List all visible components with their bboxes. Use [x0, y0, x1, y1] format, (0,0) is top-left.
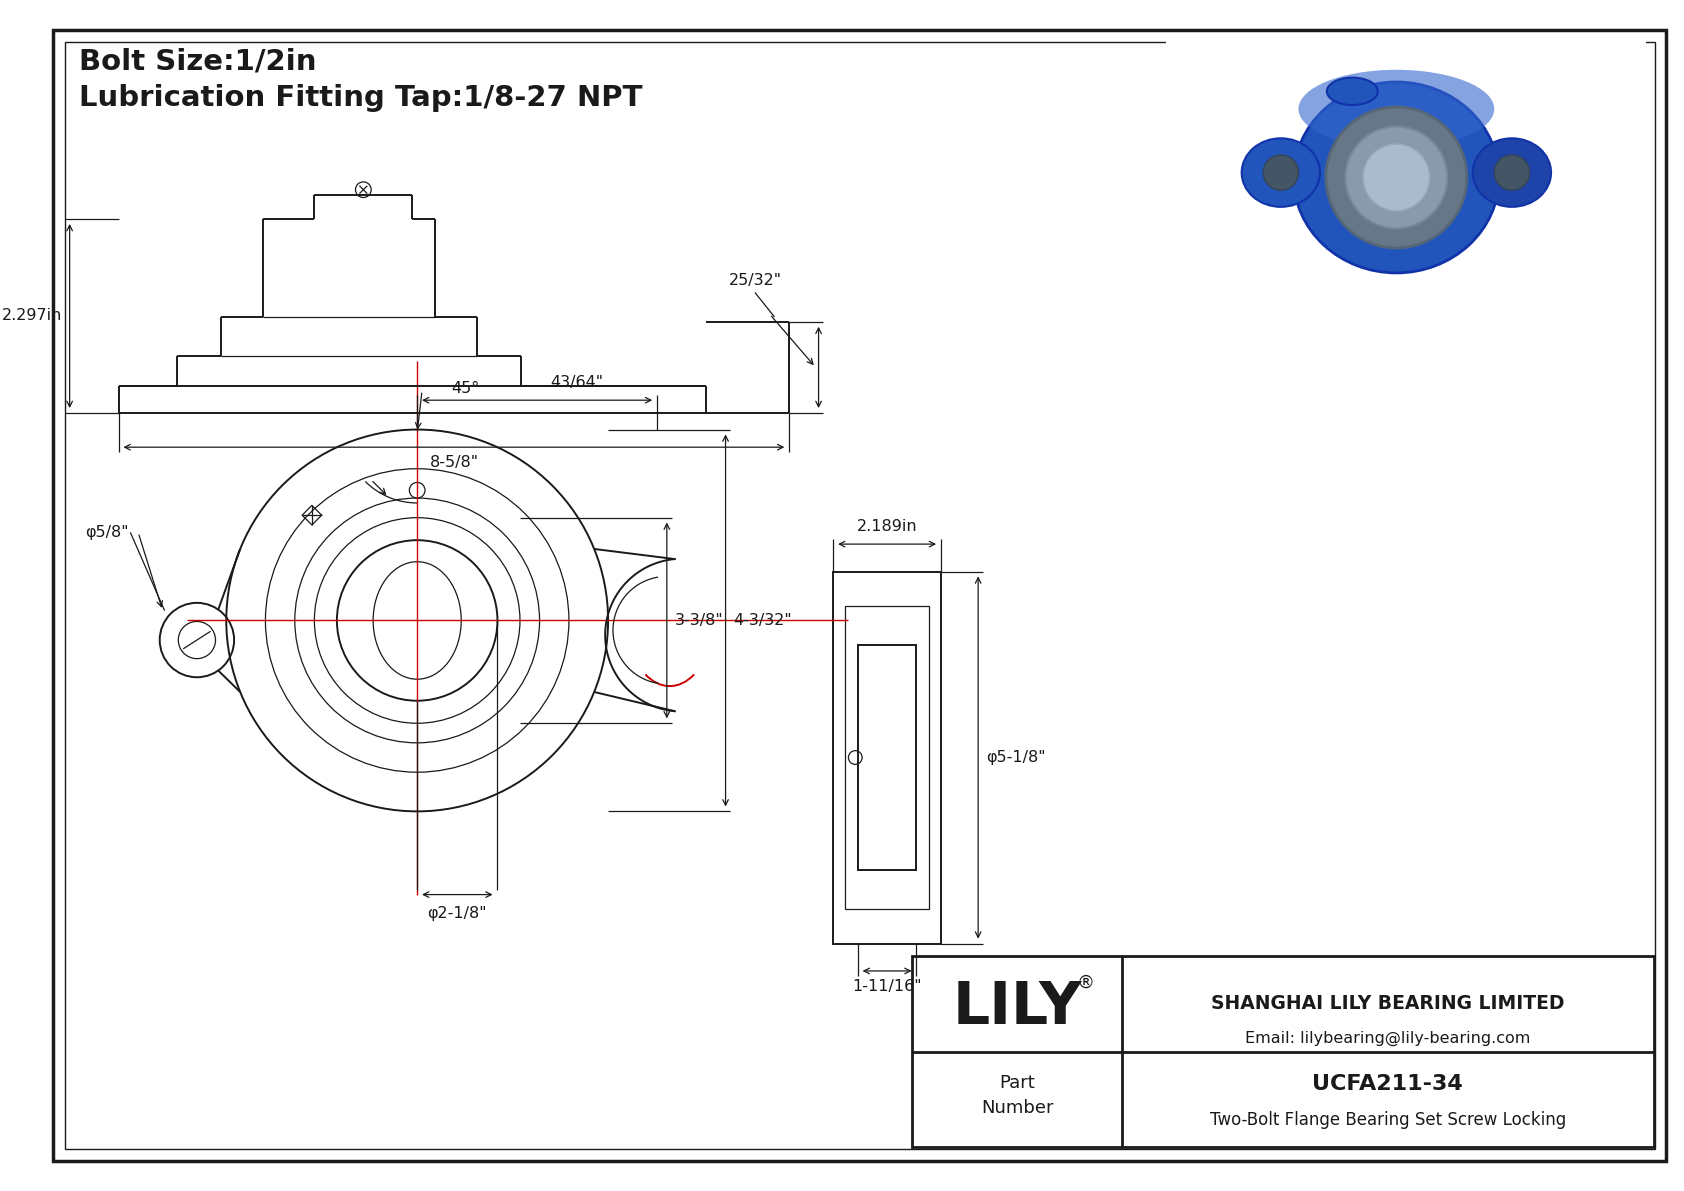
Text: 2.297in: 2.297in — [2, 308, 62, 324]
Circle shape — [1346, 126, 1447, 229]
Text: 4-3/32": 4-3/32" — [734, 613, 791, 628]
Circle shape — [1494, 155, 1529, 191]
Text: 8-5/8": 8-5/8" — [429, 455, 478, 470]
Text: LILY: LILY — [953, 979, 1083, 1036]
Ellipse shape — [1293, 82, 1499, 273]
Bar — [857, 646, 916, 871]
Text: φ5-1/8": φ5-1/8" — [985, 750, 1046, 765]
Circle shape — [1263, 155, 1298, 191]
Text: φ5/8": φ5/8" — [84, 525, 128, 540]
Text: ®: ® — [1076, 974, 1095, 992]
Circle shape — [1325, 107, 1467, 248]
Text: Bolt Size:1/2in: Bolt Size:1/2in — [79, 48, 317, 76]
Bar — [1165, 38, 1645, 317]
Ellipse shape — [1241, 138, 1320, 207]
Text: 2.189in: 2.189in — [857, 519, 918, 535]
Text: UCFA211-34: UCFA211-34 — [1312, 1074, 1463, 1095]
Text: Part
Number: Part Number — [982, 1074, 1054, 1117]
Bar — [845, 606, 928, 909]
Bar — [834, 572, 941, 943]
Text: Lubrication Fitting Tap:1/8-27 NPT: Lubrication Fitting Tap:1/8-27 NPT — [79, 85, 643, 112]
Ellipse shape — [1298, 70, 1494, 148]
Text: 45°: 45° — [451, 381, 480, 395]
Text: SHANGHAI LILY BEARING LIMITED: SHANGHAI LILY BEARING LIMITED — [1211, 994, 1564, 1014]
Text: φ2-1/8": φ2-1/8" — [428, 906, 487, 922]
Ellipse shape — [1474, 138, 1551, 207]
Bar — [911, 956, 1654, 1147]
Text: Email: lilybearing@lily-bearing.com: Email: lilybearing@lily-bearing.com — [1244, 1030, 1531, 1046]
Text: Two-Bolt Flange Bearing Set Screw Locking: Two-Bolt Flange Bearing Set Screw Lockin… — [1209, 1111, 1566, 1129]
Circle shape — [1362, 144, 1430, 211]
Text: 1-11/16": 1-11/16" — [852, 979, 921, 993]
Ellipse shape — [1327, 77, 1378, 105]
Text: 43/64": 43/64" — [549, 375, 603, 391]
Text: 25/32": 25/32" — [729, 273, 781, 287]
Text: 3-3/8": 3-3/8" — [675, 613, 724, 628]
